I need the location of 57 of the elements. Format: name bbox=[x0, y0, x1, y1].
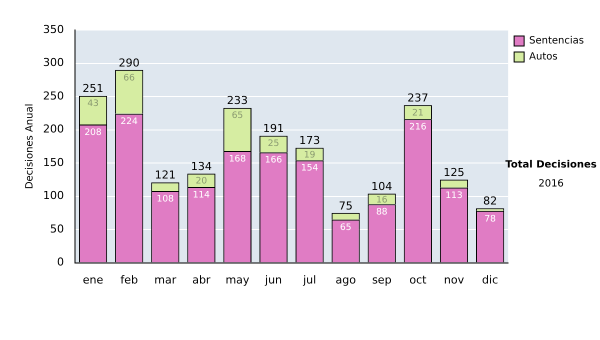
total-label: 233 bbox=[226, 94, 248, 108]
total-label: 134 bbox=[190, 160, 212, 174]
data-label: 20 bbox=[196, 176, 208, 187]
data-label: 19 bbox=[304, 150, 316, 160]
y-tick-label: 200 bbox=[42, 122, 64, 136]
total-label: 104 bbox=[371, 180, 392, 193]
y-tick-label: 250 bbox=[42, 89, 64, 102]
total-label: 191 bbox=[263, 122, 284, 136]
text: 2016 bbox=[538, 178, 564, 190]
data-label: 208 bbox=[84, 128, 102, 138]
data-label: 216 bbox=[409, 122, 427, 132]
data-label: 43 bbox=[87, 99, 99, 110]
legend-label: Autos bbox=[529, 52, 558, 63]
y-axis-title: Decisiones Anual bbox=[24, 104, 36, 190]
data-label: 25 bbox=[268, 139, 280, 150]
data-label: 108 bbox=[156, 194, 174, 204]
x-tick-label: jul bbox=[302, 273, 316, 286]
total-label: 75 bbox=[338, 199, 353, 212]
total-label: 173 bbox=[299, 134, 320, 148]
total-label: 82 bbox=[483, 194, 498, 208]
x-tick-label: dic bbox=[482, 273, 498, 286]
total-label: 290 bbox=[118, 56, 140, 70]
x-tick-label: jun bbox=[264, 273, 282, 286]
data-label: 88 bbox=[376, 208, 388, 218]
x-tick-label: feb bbox=[120, 273, 138, 286]
data-label: 16 bbox=[376, 195, 388, 206]
y-tick-label: 150 bbox=[42, 156, 64, 169]
legend-label: Sentencias bbox=[529, 36, 584, 47]
x-tick-label: abr bbox=[192, 273, 211, 286]
data-label: 21 bbox=[412, 108, 424, 118]
total-label: 121 bbox=[154, 168, 176, 182]
x-tick-label: may bbox=[225, 273, 250, 286]
total-label: 251 bbox=[82, 82, 104, 96]
x-tick-label: ago bbox=[335, 273, 356, 286]
y-tick-label: 300 bbox=[42, 56, 64, 70]
x-tick-label: mar bbox=[154, 273, 177, 286]
data-label: 224 bbox=[120, 117, 138, 128]
y-tick-label: 50 bbox=[50, 222, 64, 236]
annotation: Total Decisiones bbox=[505, 160, 597, 171]
data-label: 65 bbox=[232, 111, 244, 122]
data-label: 78 bbox=[484, 214, 496, 224]
total-label: 125 bbox=[443, 166, 464, 180]
x-tick-label: ene bbox=[82, 273, 104, 286]
data-label: 66 bbox=[123, 73, 136, 84]
total-label: 237 bbox=[407, 92, 428, 105]
data-label: 113 bbox=[445, 190, 463, 201]
data-label: 65 bbox=[340, 222, 352, 233]
x-tick-label: sep bbox=[372, 273, 392, 286]
x-tick-label: oct bbox=[409, 273, 428, 286]
data-label: 114 bbox=[192, 190, 210, 200]
x-tick-label: nov bbox=[444, 273, 465, 286]
y-tick-label: 0 bbox=[56, 256, 64, 269]
data-label: 154 bbox=[301, 164, 318, 174]
y-tick-label: 100 bbox=[42, 189, 64, 202]
data-label: 166 bbox=[264, 156, 282, 166]
y-tick-label: 350 bbox=[42, 22, 64, 36]
data-label: 168 bbox=[228, 154, 246, 164]
